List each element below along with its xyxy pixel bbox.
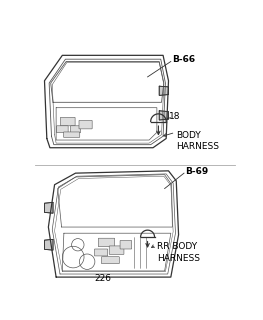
FancyBboxPatch shape [63, 132, 80, 137]
FancyBboxPatch shape [79, 120, 92, 129]
Text: B-66: B-66 [172, 55, 195, 64]
FancyBboxPatch shape [120, 241, 132, 249]
FancyBboxPatch shape [94, 249, 108, 256]
FancyBboxPatch shape [109, 246, 124, 254]
Polygon shape [44, 239, 53, 250]
FancyBboxPatch shape [57, 126, 68, 133]
Text: 18: 18 [169, 112, 180, 121]
Polygon shape [159, 111, 169, 120]
Text: BODY
HARNESS: BODY HARNESS [176, 131, 219, 151]
FancyBboxPatch shape [102, 257, 119, 264]
Text: RR BODY
HARNESS: RR BODY HARNESS [157, 243, 200, 262]
FancyBboxPatch shape [70, 126, 80, 133]
FancyBboxPatch shape [98, 238, 115, 247]
Text: B-69: B-69 [186, 167, 209, 176]
Text: 226: 226 [94, 274, 111, 283]
Polygon shape [44, 203, 53, 213]
Polygon shape [159, 86, 169, 95]
FancyBboxPatch shape [60, 117, 75, 126]
